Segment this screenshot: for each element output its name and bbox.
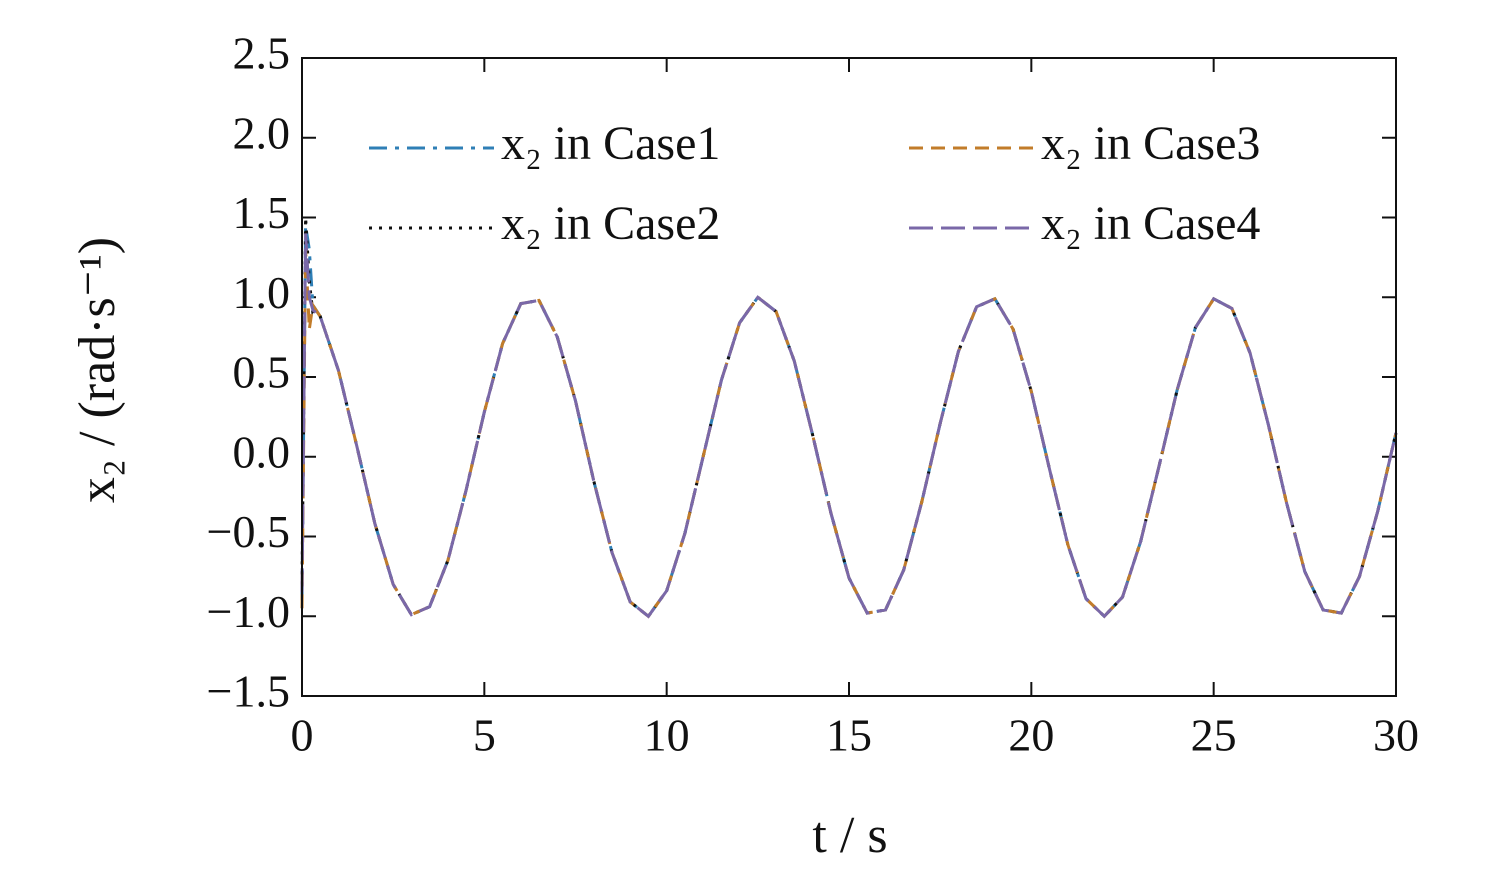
- y-tick-label: 1.5: [233, 187, 291, 238]
- data-line: [300, 249, 1398, 619]
- x-tick-label: 15: [826, 710, 872, 761]
- plot-frame: [301, 57, 1397, 697]
- x-tick-label: 5: [473, 710, 496, 761]
- x-tick-label: 20: [1008, 710, 1054, 761]
- legend-label: x₂ in Case1: [501, 117, 720, 170]
- y-tick-label: 0.0: [233, 426, 291, 477]
- y-tick-label: −1.5: [207, 666, 290, 717]
- data-line: [300, 217, 1398, 619]
- y-tick-label: 2.5: [233, 28, 291, 79]
- x-tick-label: 25: [1191, 710, 1237, 761]
- legend-label: x₂ in Case3: [1041, 117, 1260, 170]
- y-tick-label: 0.5: [233, 347, 291, 398]
- y-tick-label: 2.0: [233, 107, 291, 158]
- x-tick-label: 10: [644, 710, 690, 761]
- x-tick-label: 0: [291, 710, 314, 761]
- y-tick-label: −1.0: [207, 586, 290, 637]
- data-line: [300, 233, 1398, 619]
- x-axis-label: t / s: [812, 807, 887, 864]
- legend-label: x₂ in Case4: [1041, 197, 1260, 250]
- y-tick-label: −0.5: [207, 506, 290, 557]
- y-tick-label: 1.0: [233, 267, 291, 318]
- x-tick-label: 30: [1373, 710, 1419, 761]
- data-line: [300, 225, 1398, 619]
- legend-label: x₂ in Case2: [501, 197, 720, 250]
- y-axis-label: x₂ / (rad·s⁻¹): [69, 237, 126, 503]
